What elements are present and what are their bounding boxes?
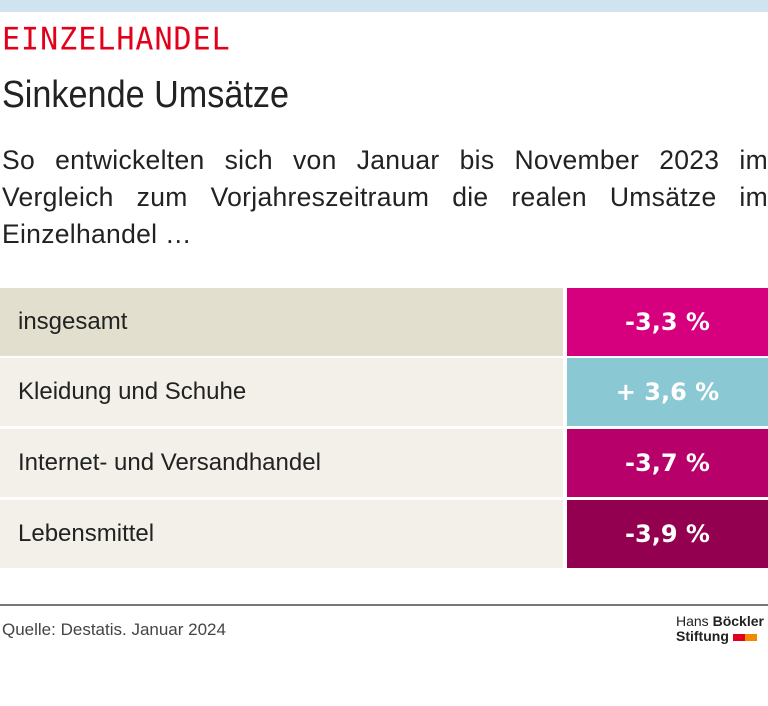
logo-text: Stiftung xyxy=(676,628,729,644)
top-band xyxy=(0,0,768,12)
kicker: EINZELHANDEL xyxy=(2,21,231,58)
source-note: Quelle: Destatis. Januar 2024 xyxy=(2,620,226,639)
row-label: Internet- und Versandhandel xyxy=(0,429,563,497)
row-label: Lebensmittel xyxy=(0,500,563,568)
row-value: + 3,6 % xyxy=(567,358,768,426)
row-value: -3,3 % xyxy=(567,288,768,356)
logo-red-square-icon xyxy=(732,633,745,641)
row-value: -3,7 % xyxy=(567,429,768,497)
logo-text: Hans xyxy=(676,613,713,629)
row-label: Kleidung und Schuhe xyxy=(0,358,563,426)
page-title: Sinkende Umsätze xyxy=(2,74,290,116)
row-label: insgesamt xyxy=(0,288,563,356)
divider xyxy=(0,604,768,606)
table-row: Internet- und Versandhandel -3,7 % xyxy=(0,429,768,497)
logo-orange-square-icon xyxy=(744,633,757,641)
logo-text: Böckler xyxy=(712,613,764,629)
table-row: Kleidung und Schuhe + 3,6 % xyxy=(0,358,768,426)
row-value: -3,9 % xyxy=(567,500,768,568)
subtitle: So entwickelten sich von Januar bis Nove… xyxy=(2,145,768,249)
table-row: Lebensmittel -3,9 % xyxy=(0,500,768,568)
table-row: insgesamt -3,3 % xyxy=(0,288,768,356)
logo: Hans Böckler Stiftung xyxy=(676,614,764,644)
